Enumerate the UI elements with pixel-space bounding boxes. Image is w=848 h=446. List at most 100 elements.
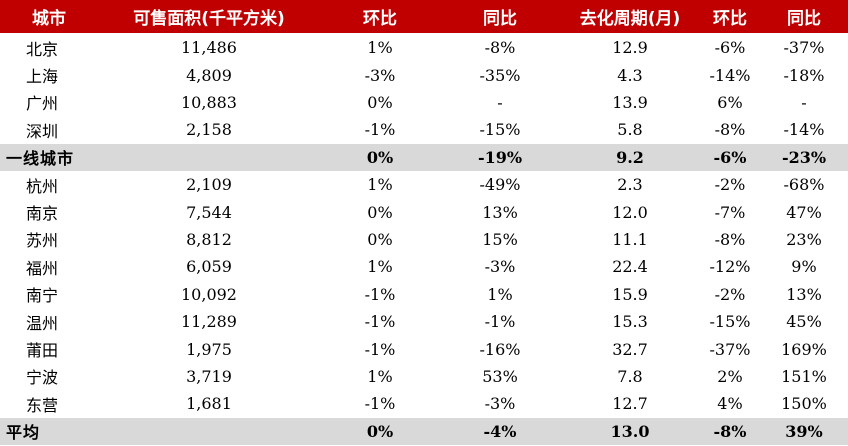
cell-yoy-area: -19%	[477, 147, 523, 167]
cell-area: 1,975	[186, 339, 232, 359]
cell-area	[98, 418, 320, 445]
cell-yoy-cycle: 47%	[786, 202, 822, 222]
cell-mom-cycle: -8%	[713, 421, 747, 441]
cell-area: 10,883	[181, 92, 237, 112]
summary-row: 平均 0% -4% 13.0 -8% 39%	[0, 417, 848, 445]
cell-yoy-area: -4%	[483, 421, 517, 441]
cell-city: 东营	[26, 395, 59, 415]
cell-mom-cycle: -2%	[714, 175, 746, 195]
table-row: 宁波 3,719 1% 53% 7.8 2% 151%	[0, 363, 848, 390]
table-row: 东营 1,681 -1% -3% 12.7 4% 150%	[0, 390, 848, 417]
cell-mom-area: 0%	[367, 202, 393, 222]
cell-mom-area: -1%	[364, 394, 396, 414]
cell-yoy-area: -49%	[479, 175, 521, 195]
summary-row: 一线城市 0% -19% 9.2 -6% -23%	[0, 143, 848, 171]
cell-yoy-cycle: -23%	[781, 147, 827, 167]
table-row: 上海 4,809 -3% -35% 4.3 -14% -18%	[0, 61, 848, 88]
cell-yoy-area: -1%	[484, 312, 516, 332]
cell-mom-cycle: -2%	[714, 284, 746, 304]
cell-mom-cycle: -6%	[713, 147, 747, 167]
table-row: 南京 7,544 0% 13% 12.0 -7% 47%	[0, 198, 848, 225]
table-row: 深圳 2,158 -1% -15% 5.8 -8% -14%	[0, 116, 848, 143]
cell-city: 温州	[26, 313, 59, 333]
cell-yoy-cycle: 9%	[791, 257, 817, 277]
cell-yoy-cycle: -37%	[783, 38, 825, 58]
table-row: 南宁 10,092 -1% 1% 15.9 -2% 13%	[0, 281, 848, 308]
cell-mom-cycle: -8%	[714, 120, 746, 140]
cell-yoy-cycle: 150%	[781, 394, 827, 414]
cell-city: 杭州	[26, 176, 59, 196]
cell-yoy-area: -	[497, 92, 503, 112]
cell-mom-area: 1%	[367, 38, 393, 58]
cell-yoy-cycle: -68%	[783, 175, 825, 195]
table-row: 福州 6,059 1% -3% 22.4 -12% 9%	[0, 253, 848, 280]
header-yoy-cycle: 同比	[787, 9, 821, 29]
header-cycle: 去化周期(月)	[579, 9, 681, 29]
cell-city: 苏州	[26, 231, 59, 251]
cell-mom-area: -1%	[364, 284, 396, 304]
cell-cycle: 7.8	[617, 366, 643, 386]
cell-mom-cycle: -37%	[709, 339, 751, 359]
cell-yoy-cycle: 39%	[785, 421, 823, 441]
cell-area	[98, 144, 320, 171]
cell-area: 6,059	[186, 257, 232, 277]
table-row: 苏州 8,812 0% 15% 11.1 -8% 23%	[0, 226, 848, 253]
cell-mom-area: 0%	[366, 147, 394, 167]
cell-area: 11,289	[181, 312, 237, 332]
cell-area: 10,092	[181, 284, 237, 304]
cell-yoy-area: -8%	[484, 38, 516, 58]
cell-cycle: 4.3	[617, 65, 643, 85]
cell-mom-cycle: 2%	[717, 366, 743, 386]
cell-yoy-area: -35%	[479, 65, 521, 85]
header-area: 可售面积(千平方米)	[133, 9, 285, 29]
cell-mom-area: 1%	[367, 366, 393, 386]
cell-yoy-area: 53%	[482, 366, 518, 386]
cell-cycle: 13.9	[612, 92, 648, 112]
cell-yoy-cycle: 13%	[786, 284, 822, 304]
cell-area: 11,486	[181, 38, 237, 58]
cell-yoy-area: 13%	[482, 202, 518, 222]
cell-mom-cycle: -8%	[714, 229, 746, 249]
cell-mom-area: 0%	[366, 421, 394, 441]
cell-mom-area: 0%	[367, 92, 393, 112]
cell-mom-area: 0%	[367, 229, 393, 249]
cell-cycle: 12.7	[612, 394, 648, 414]
table-row: 莆田 1,975 -1% -16% 32.7 -37% 169%	[0, 335, 848, 362]
cell-yoy-cycle: -	[801, 92, 807, 112]
cell-city: 莆田	[26, 341, 59, 361]
cell-area: 7,544	[186, 202, 232, 222]
cell-mom-cycle: 6%	[717, 92, 743, 112]
cell-yoy-area: -3%	[484, 394, 516, 414]
header-mom-area: 环比	[363, 9, 397, 29]
cell-area: 8,812	[186, 229, 232, 249]
cell-yoy-cycle: 45%	[786, 312, 822, 332]
table-row: 杭州 2,109 1% -49% 2.3 -2% -68%	[0, 171, 848, 198]
cell-cycle: 5.8	[617, 120, 643, 140]
cell-yoy-cycle: 23%	[786, 229, 822, 249]
header-city: 城市	[32, 9, 66, 29]
cell-cycle: 12.0	[612, 202, 648, 222]
cell-city: 北京	[26, 39, 59, 59]
cell-mom-area: -3%	[364, 65, 396, 85]
cell-mom-cycle: -15%	[709, 312, 751, 332]
cell-city: 广州	[26, 94, 59, 114]
cell-area: 2,158	[186, 120, 232, 140]
cell-cycle: 32.7	[612, 339, 648, 359]
cell-city: 福州	[26, 258, 59, 278]
cell-yoy-area: -15%	[479, 120, 521, 140]
cell-city: 平均	[6, 423, 41, 443]
cell-cycle: 15.9	[612, 284, 648, 304]
cell-city: 上海	[26, 67, 59, 87]
cell-cycle: 13.0	[610, 421, 650, 441]
cell-mom-area: -1%	[364, 312, 396, 332]
cell-yoy-area: -3%	[484, 257, 516, 277]
table-header: 城市 可售面积(千平方米) 环比 同比 去化周期(月) 环比 同比	[0, 0, 848, 33]
table-row: 温州 11,289 -1% -1% 15.3 -15% 45%	[0, 308, 848, 335]
cell-cycle: 11.1	[612, 229, 648, 249]
cell-city: 南宁	[26, 286, 59, 306]
cell-yoy-area: 1%	[487, 284, 513, 304]
cell-yoy-cycle: 151%	[781, 366, 827, 386]
cell-area: 2,109	[186, 175, 232, 195]
cell-mom-cycle: -14%	[709, 65, 751, 85]
cell-mom-cycle: -12%	[709, 257, 751, 277]
